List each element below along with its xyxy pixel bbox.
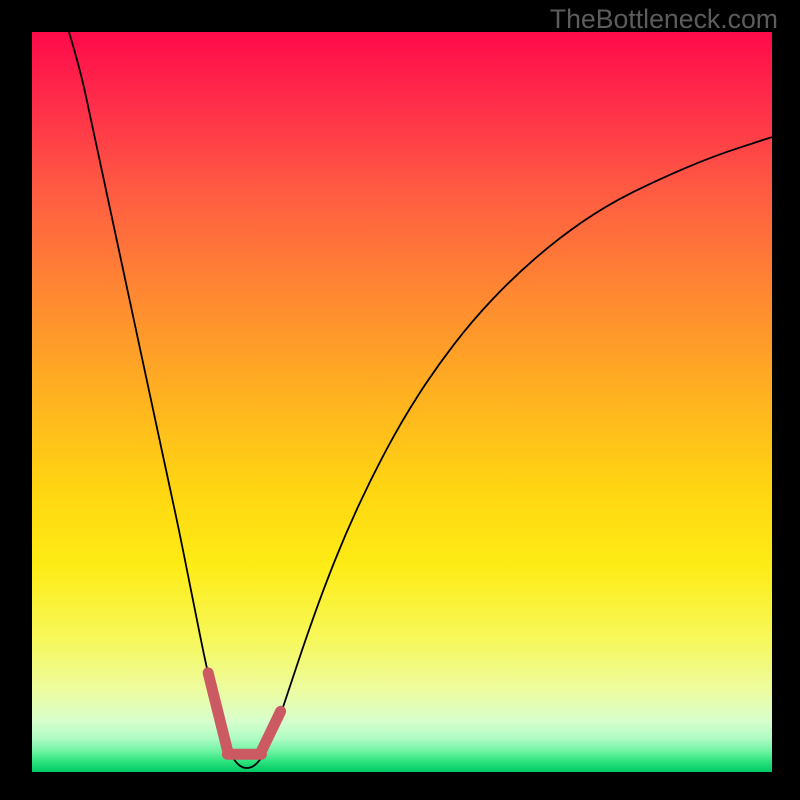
curve-overlay [32,32,772,772]
bottleneck-curve [69,32,772,768]
chart-container: TheBottleneck.com [0,0,800,800]
trough-marker-right [261,711,280,751]
trough-marker-left [208,673,227,750]
watermark-text: TheBottleneck.com [550,4,778,35]
plot-area [32,32,772,772]
